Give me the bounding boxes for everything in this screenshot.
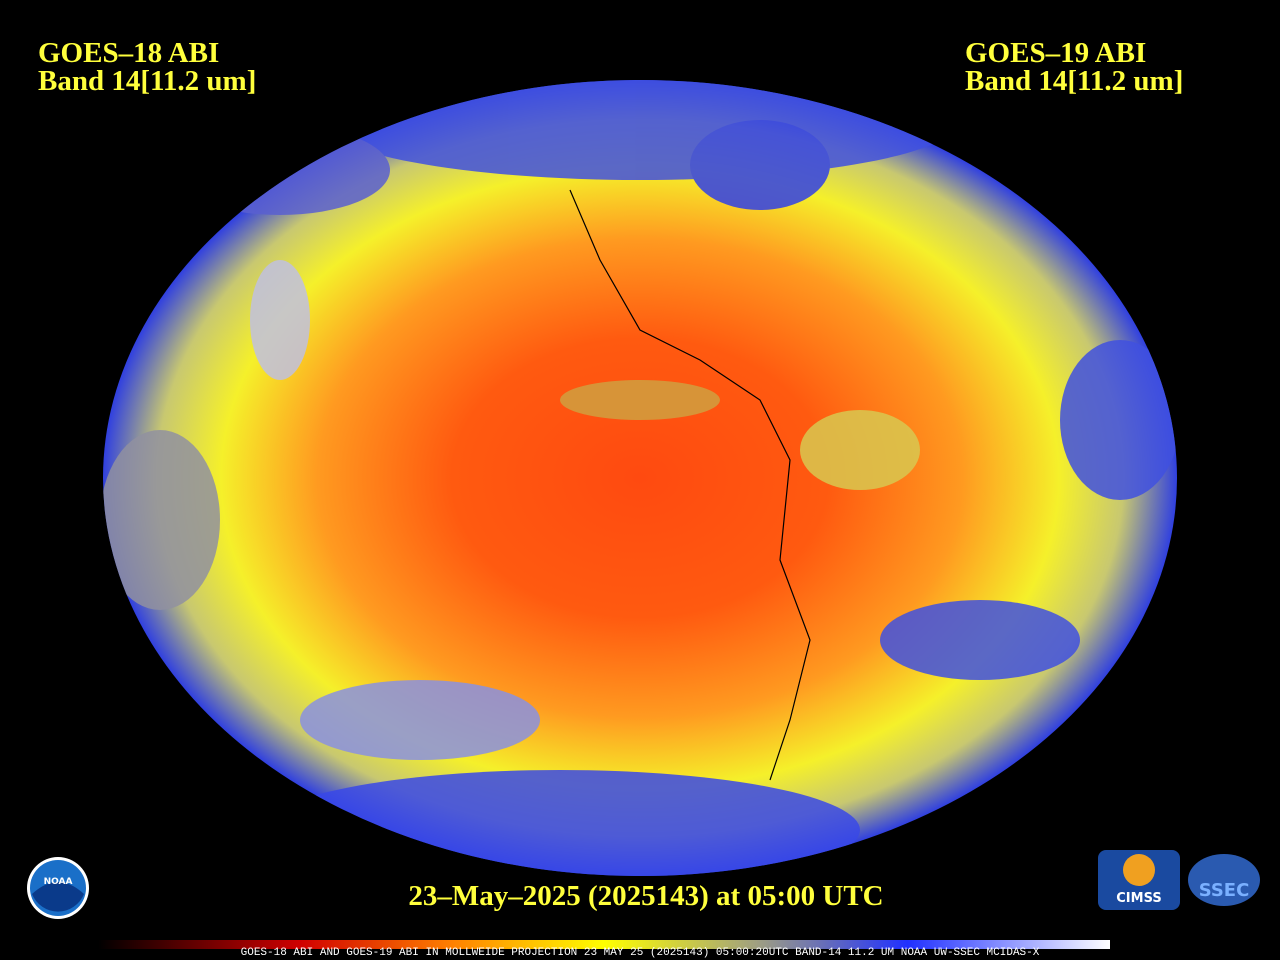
noaa-logo: NOAA — [27, 857, 89, 919]
ssec-logo: SSEC — [1188, 854, 1260, 906]
coastline — [569, 189, 811, 781]
left-band: Band 14[11.2 um] — [38, 65, 256, 97]
timestamp: 23–May–2025 (2025143) at 05:00 UTC — [408, 880, 883, 912]
cimss-label: CIMSS — [1116, 891, 1161, 906]
right-band: Band 14[11.2 um] — [965, 65, 1183, 97]
color-bar — [98, 940, 1110, 949]
right-satellite: GOES–19 ABI — [965, 37, 1146, 69]
globe — [103, 80, 1177, 876]
ssec-label: SSEC — [1199, 880, 1250, 901]
cimss-logo: CIMSS — [1098, 850, 1180, 910]
footer-caption: GOES-18 ABI AND GOES-19 ABI IN MOLLWEIDE… — [241, 947, 1040, 959]
noaa-label: NOAA — [44, 877, 73, 887]
left-satellite: GOES–18 ABI — [38, 37, 219, 69]
